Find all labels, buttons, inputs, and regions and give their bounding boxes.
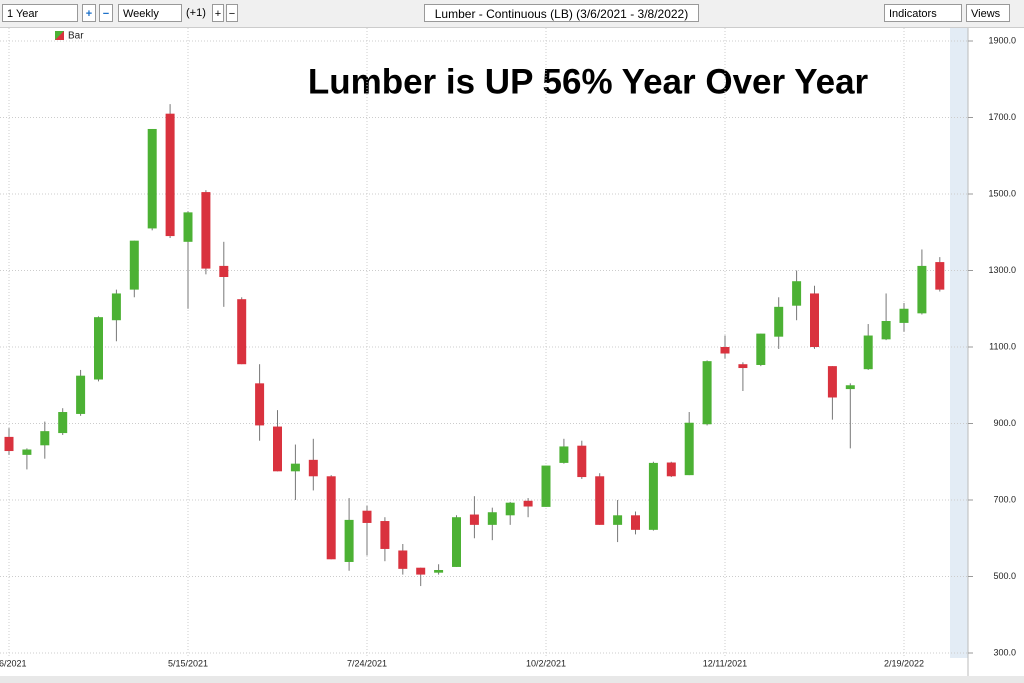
candle-body [22, 449, 32, 455]
y-tick-label: 500.0 [993, 571, 1016, 581]
candle-body [613, 515, 623, 525]
zoom-out[interactable]: − [99, 4, 113, 22]
zoom-in[interactable]: + [82, 4, 96, 22]
legend-swatch-up [55, 31, 64, 40]
candle-body [523, 500, 533, 507]
candle-body [559, 446, 569, 463]
y-tick-label: 1300.0 [988, 265, 1016, 275]
candle-body [774, 306, 784, 337]
candle-body [666, 462, 676, 477]
candle-body [702, 361, 712, 425]
y-tick-label: 900.0 [993, 418, 1016, 428]
candle-body [738, 364, 748, 369]
y-tick-label: 700.0 [993, 494, 1016, 504]
candle-body [577, 445, 587, 478]
candle-body [326, 476, 336, 560]
candle-body [219, 265, 229, 278]
candle-body [416, 567, 426, 575]
chart-title[interactable]: Lumber - Continuous (LB) (3/6/2021 - 3/8… [424, 4, 699, 22]
candle-body [684, 422, 694, 476]
y-tick-label: 1900.0 [988, 35, 1016, 45]
candle-body [434, 569, 444, 573]
candle-body [4, 436, 14, 452]
candle-body [165, 113, 175, 237]
annotation: Lumber is UP 56% Year Over Year [308, 62, 869, 101]
candle-body [469, 514, 479, 525]
scrollbar[interactable] [0, 676, 1024, 683]
candle-body [631, 515, 640, 530]
candle-body [201, 192, 211, 269]
candle-body [380, 521, 390, 549]
range-select[interactable]: 1 Year [2, 4, 78, 22]
candle-body [129, 240, 139, 290]
candle-body [362, 510, 372, 523]
candle-body [792, 281, 802, 306]
offset-plus[interactable]: + [212, 4, 224, 22]
candle-body [398, 550, 408, 569]
candle-body [111, 293, 121, 321]
candle-body [487, 512, 497, 525]
candle-body [58, 412, 68, 434]
candle-body [917, 265, 927, 314]
x-tick-label: 7/24/2021 [347, 658, 387, 668]
candle-body [810, 293, 819, 347]
candle-body [863, 335, 873, 370]
candle-body [40, 431, 50, 446]
candle-body [183, 212, 193, 242]
candle-body [881, 320, 891, 340]
x-tick-label: 3/6/2021 [0, 658, 27, 668]
x-tick-label: 10/2/2021 [526, 658, 566, 668]
y-tick-label: 1500.0 [988, 188, 1016, 198]
candle-body [827, 366, 837, 398]
candle-body [935, 262, 945, 290]
candle-body [452, 517, 461, 567]
future-strip [950, 28, 968, 658]
indicators-button[interactable]: Indicators [884, 4, 962, 22]
x-tick-label: 12/11/2021 [703, 658, 747, 668]
candle-body [255, 383, 265, 426]
candle-body [344, 519, 354, 562]
candle-body [76, 375, 86, 414]
y-tick-label: 300.0 [993, 647, 1016, 657]
candle-body [899, 308, 909, 323]
candle-body [237, 299, 247, 365]
candle-body [845, 385, 855, 390]
candle-body [290, 463, 300, 472]
x-tick-label: 2/19/2022 [884, 658, 924, 668]
candle-body [595, 476, 605, 525]
candle-body [273, 426, 282, 472]
offset-minus[interactable]: − [226, 4, 238, 22]
x-tick-label: 5/15/2021 [168, 658, 208, 668]
period-select[interactable]: Weekly [118, 4, 182, 22]
candle-body [308, 459, 318, 477]
y-tick-label: 1700.0 [988, 112, 1016, 122]
candle-body [720, 347, 730, 354]
legend-label: Bar [68, 31, 84, 42]
candle-body [756, 333, 766, 365]
candle-body [505, 502, 515, 516]
views-button[interactable]: Views [966, 4, 1010, 22]
chart: Bar Lumber is UP 56% Year Over Year 300.… [0, 28, 1016, 683]
y-tick-label: 1100.0 [989, 341, 1016, 351]
offset: (+1) [186, 7, 206, 19]
candle-body [648, 462, 658, 530]
candle-body [94, 317, 103, 380]
candle-body [147, 128, 157, 229]
candle-body [541, 465, 551, 507]
